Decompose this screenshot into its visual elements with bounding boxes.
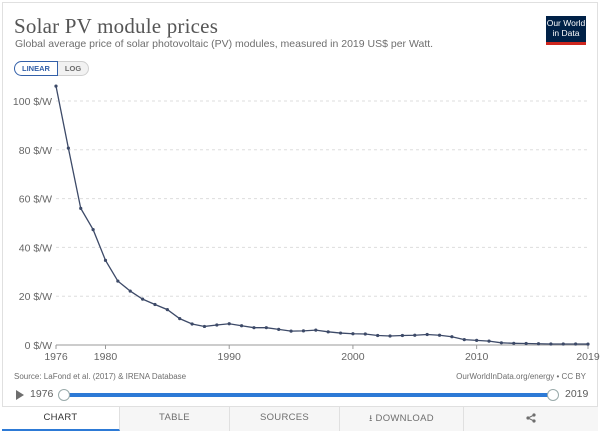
y-tick-label: 100 $/W (13, 96, 52, 108)
data-point (450, 335, 454, 339)
data-point (190, 322, 194, 326)
data-point (561, 342, 565, 346)
data-point (376, 333, 380, 338)
data-point (239, 324, 244, 328)
data-point (289, 329, 293, 333)
data-point (326, 330, 330, 334)
tab-chart[interactable]: CHART (2, 407, 120, 431)
data-point (536, 342, 541, 346)
timeline-track[interactable] (64, 393, 553, 397)
source-note[interactable]: Source: LaFond et al. (2017) & IRENA Dat… (14, 372, 187, 381)
tab-bar: CHART TABLE SOURCES ⭳ DOWNLOAD (2, 406, 598, 431)
data-point (264, 326, 268, 330)
download-icon: ⭳ (369, 413, 373, 423)
line-chart: 0 $/W 20 $/W 40 $/W 60 $/W 80 $/W 100 $/W 197… (13, 84, 600, 363)
data-point (475, 338, 479, 342)
scale-toggle: LINEAR LOG (14, 61, 90, 76)
data-point (314, 328, 318, 332)
data-point (277, 327, 281, 331)
grid-lines (56, 100, 588, 346)
series-group (54, 84, 590, 346)
data-point (437, 333, 442, 337)
logo-line-1: Our World (546, 18, 586, 28)
data-point (116, 279, 120, 283)
data-point (586, 342, 590, 346)
data-point (462, 338, 466, 342)
tab-table[interactable]: TABLE (120, 407, 230, 431)
x-tick-label: 1990 (218, 351, 242, 363)
series-line (55, 85, 589, 345)
data-point (549, 342, 553, 346)
y-tick-label: 60 $/W (19, 194, 52, 206)
data-point (79, 206, 83, 210)
timeline-end-handle[interactable] (547, 389, 559, 401)
data-point (141, 297, 145, 301)
data-point (66, 146, 70, 150)
data-point (574, 342, 578, 346)
tab-sources[interactable]: SOURCES (230, 407, 340, 431)
timeline-end-label: 2019 (565, 388, 589, 400)
owid-logo[interactable]: Our World in Data (546, 16, 586, 42)
timeline-start-label: 1976 (30, 388, 54, 400)
data-point (178, 317, 182, 321)
chart-subtitle: Global average price of solar photovolta… (15, 38, 434, 50)
y-axis-ticks: 0 $/W 20 $/W 40 $/W 60 $/W 80 $/W 100 $/W (13, 96, 52, 352)
logo-accent-bar (546, 42, 586, 45)
data-point (215, 323, 219, 327)
data-point (413, 333, 417, 337)
data-point (252, 326, 256, 330)
credit-note[interactable]: OurWorldInData.org/energy • CC BY (456, 372, 586, 381)
y-tick-label: 20 $/W (19, 291, 52, 303)
play-icon[interactable] (16, 390, 24, 400)
x-axis-ticks: 1976 1980 1990 2000 2010 2019 (44, 345, 600, 363)
tab-share[interactable] (464, 407, 598, 431)
data-point (487, 339, 491, 343)
data-point (153, 302, 157, 307)
share-icon (526, 413, 536, 423)
data-point (499, 341, 503, 345)
timeline-start-handle[interactable] (58, 389, 70, 401)
data-point (165, 308, 169, 312)
y-tick-label: 80 $/W (19, 145, 52, 157)
data-point (524, 341, 528, 346)
data-point (301, 329, 306, 333)
logo-line-2: in Data (552, 27, 580, 38)
data-point (338, 331, 343, 335)
x-tick-label: 2010 (465, 351, 489, 363)
x-tick-label: 1980 (94, 351, 118, 363)
data-point (227, 322, 231, 326)
y-tick-label: 0 $/W (25, 340, 53, 352)
y-tick-label: 40 $/W (19, 242, 52, 254)
data-point (54, 84, 58, 88)
data-point (91, 227, 95, 232)
tab-download-label: DOWNLOAD (375, 413, 434, 424)
data-point (425, 332, 429, 337)
data-point (363, 332, 367, 336)
tab-download[interactable]: ⭳ DOWNLOAD (340, 407, 464, 431)
data-point (103, 258, 108, 262)
chart-title: Solar PV module prices (14, 14, 219, 38)
data-point (351, 332, 355, 336)
data-point (388, 334, 392, 338)
data-point (202, 324, 207, 329)
x-tick-label: 1976 (44, 351, 68, 363)
data-point (400, 333, 405, 338)
x-tick-label: 2000 (341, 351, 365, 363)
log-scale-button[interactable]: LOG (57, 61, 90, 76)
linear-scale-button[interactable]: LINEAR (14, 61, 58, 76)
timeline: 1976 2019 (0, 384, 600, 406)
x-tick-label: 2019 (576, 351, 600, 363)
data-point (128, 289, 132, 293)
data-point (512, 341, 516, 345)
